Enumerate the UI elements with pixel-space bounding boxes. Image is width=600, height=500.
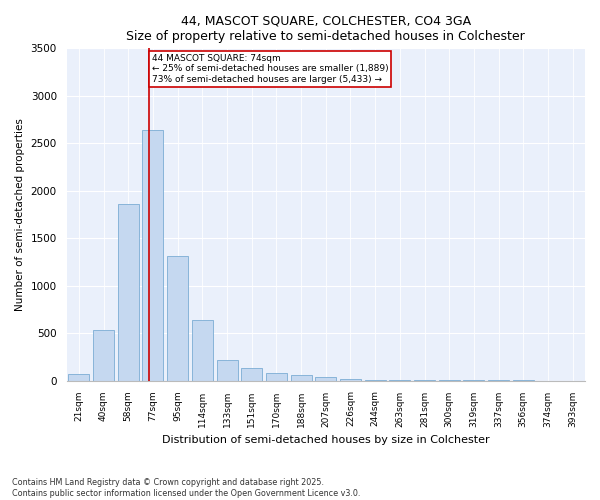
X-axis label: Distribution of semi-detached houses by size in Colchester: Distribution of semi-detached houses by … [162,435,490,445]
Bar [340,378,361,380]
Bar [118,204,139,380]
Bar [217,360,238,380]
Bar [167,256,188,380]
Text: Contains HM Land Registry data © Crown copyright and database right 2025.
Contai: Contains HM Land Registry data © Crown c… [12,478,361,498]
Bar [241,368,262,380]
Bar [142,130,163,380]
Text: 44 MASCOT SQUARE: 74sqm
← 25% of semi-detached houses are smaller (1,889)
73% of: 44 MASCOT SQUARE: 74sqm ← 25% of semi-de… [152,54,389,84]
Y-axis label: Number of semi-detached properties: Number of semi-detached properties [15,118,25,311]
Bar [93,330,114,380]
Bar [192,320,213,380]
Title: 44, MASCOT SQUARE, COLCHESTER, CO4 3GA
Size of property relative to semi-detache: 44, MASCOT SQUARE, COLCHESTER, CO4 3GA S… [127,15,525,43]
Bar [290,376,311,380]
Bar [266,374,287,380]
Bar [68,374,89,380]
Bar [315,377,336,380]
